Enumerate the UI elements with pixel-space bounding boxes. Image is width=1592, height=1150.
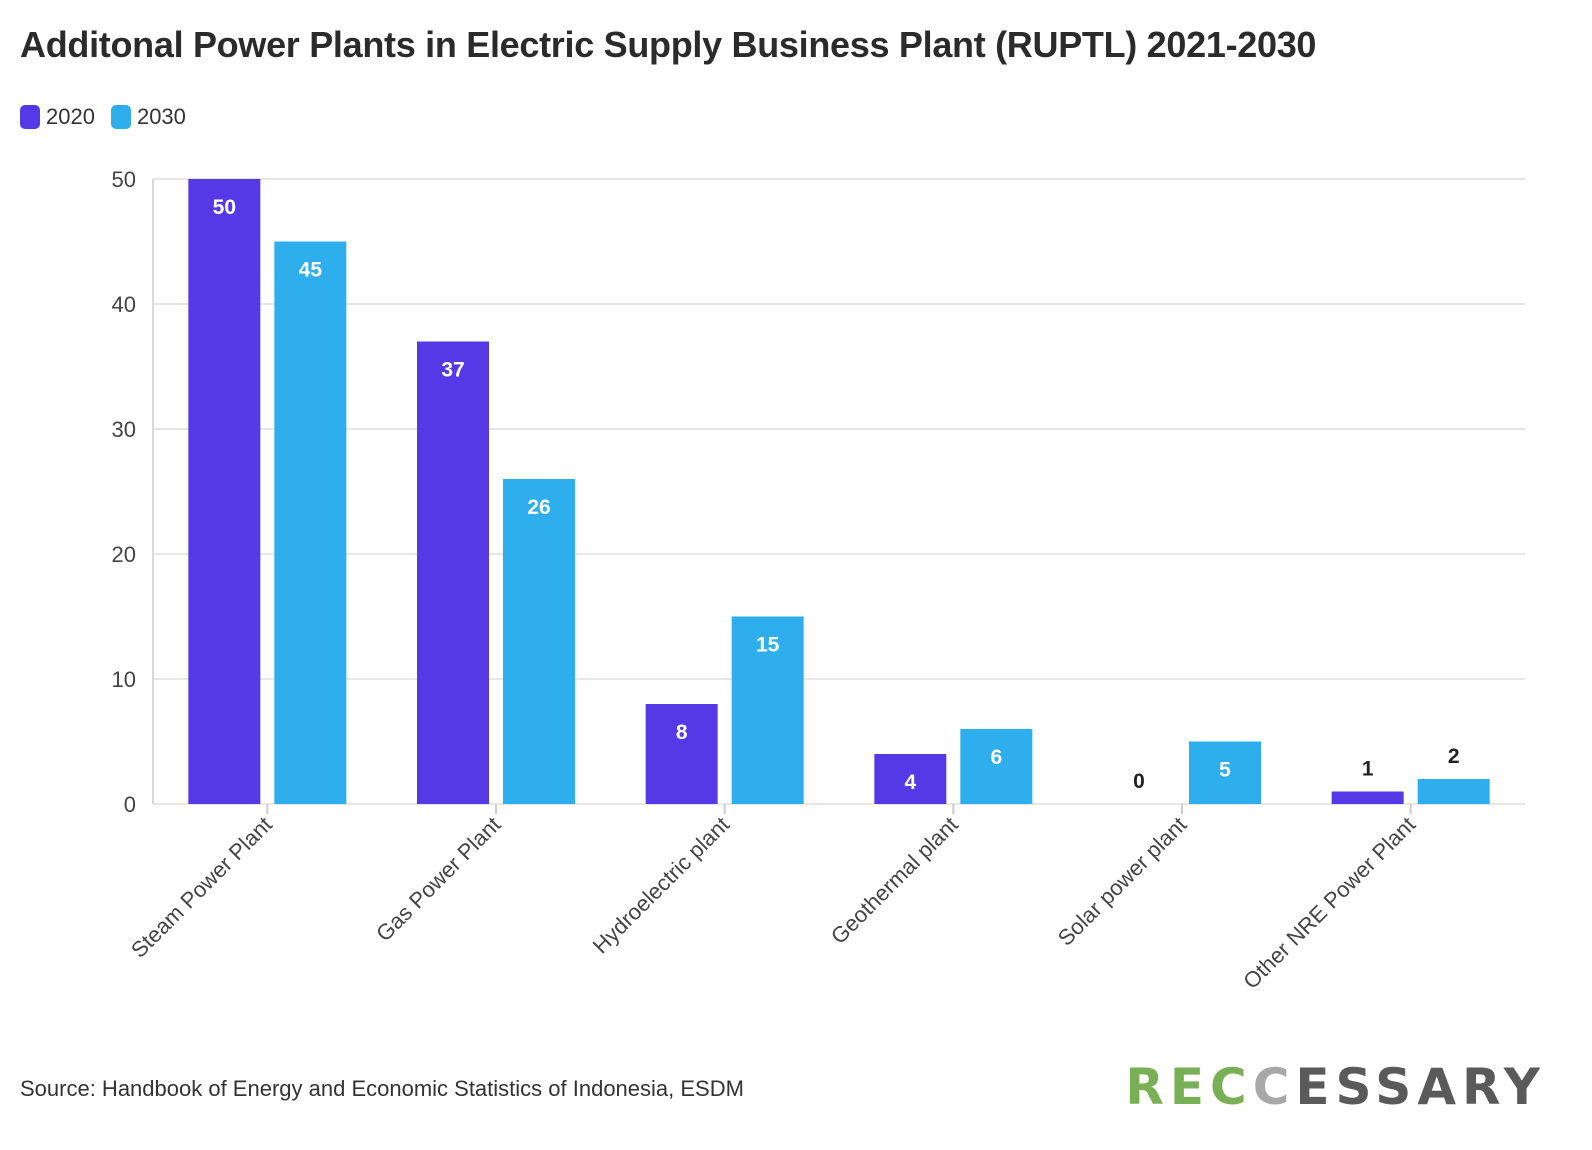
bar-2030 [503, 479, 575, 804]
legend-item-2030[interactable]: 2030 [110, 104, 186, 130]
data-label: 8 [676, 721, 688, 744]
y-tick-label: 0 [124, 792, 136, 817]
legend-label-2030: 2030 [136, 104, 186, 129]
bar-2020 [645, 704, 718, 804]
data-label: 37 [441, 359, 464, 382]
x-tick-label: Geothermal plant [826, 812, 963, 949]
data-label: 1 [1362, 758, 1374, 781]
bar-2030 [960, 729, 1033, 804]
legend-swatch-2030 [110, 105, 131, 129]
bar-2030 [1189, 741, 1261, 804]
x-tick-label: Other NRE Power Plant [1238, 812, 1420, 994]
bar-2030 [731, 616, 804, 804]
y-tick-label: 30 [112, 417, 136, 442]
source-note: Source: Handbook of Energy and Economic … [20, 1076, 744, 1101]
data-label: 6 [990, 746, 1002, 769]
chart-title: Additonal Power Plants in Electric Suppl… [20, 24, 1317, 65]
brand-logo: RECCESSARY [1125, 1058, 1546, 1116]
bar-2020 [188, 179, 261, 804]
data-label: 2 [1448, 745, 1460, 768]
data-label: 50 [213, 196, 236, 219]
data-label: 15 [756, 634, 780, 657]
bar-2020 [417, 341, 489, 804]
bar-2020 [874, 754, 947, 804]
y-tick-label: 40 [112, 292, 136, 317]
x-tick-label: Steam Power Plant [126, 812, 277, 963]
data-label: 45 [299, 259, 323, 282]
x-tick-label: Solar power plant [1053, 812, 1192, 951]
bar-2030 [274, 241, 347, 804]
legend-swatch-2020 [20, 105, 40, 129]
y-tick-label: 50 [112, 167, 136, 192]
legend-label-2020: 2020 [46, 104, 95, 129]
data-label: 0 [1133, 770, 1145, 793]
y-tick-label: 20 [112, 542, 136, 567]
bar-2020 [1331, 791, 1404, 804]
x-tick-label: Hydroelectric plant [588, 812, 735, 959]
x-tick-label: Gas Power Plant [371, 812, 505, 946]
data-label: 5 [1219, 759, 1231, 782]
data-label: 4 [904, 771, 916, 794]
legend: 2020 2030 [20, 104, 186, 130]
data-label: 26 [527, 496, 550, 519]
legend-item-2020[interactable]: 2020 [20, 104, 95, 130]
bar-2030 [1417, 779, 1490, 804]
y-tick-label: 10 [112, 667, 136, 692]
